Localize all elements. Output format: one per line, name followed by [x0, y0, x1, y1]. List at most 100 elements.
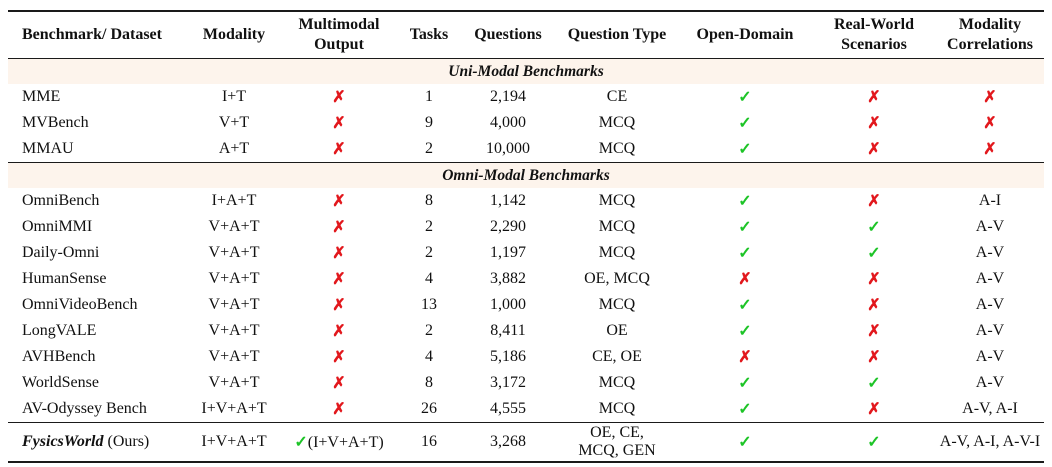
cell-question-type: OE: [606, 322, 628, 339]
cell-modality-correlations: ✗: [936, 136, 1044, 163]
table-row: OmniVideoBench V+A+T ✗ 13 1,000 MCQ ✓ ✗ A-V: [8, 292, 1044, 318]
table-row: OmniBench I+A+T ✗ 8 1,142 MCQ ✓ ✗ A-I: [8, 188, 1044, 214]
table-header: Benchmark/ Dataset Modality Multimodal O…: [8, 11, 1044, 59]
cell-open-domain: ✓: [678, 422, 812, 462]
table-row: HumanSense V+A+T ✗ 4 3,882 OE, MCQ ✗ ✗ A-V: [8, 266, 1044, 292]
cell-questions: 10,000: [486, 140, 530, 157]
section-header-row: Omni-Modal Benchmarks: [8, 162, 1044, 188]
check-icon: ✓: [738, 219, 752, 236]
cross-icon: ✗: [867, 323, 881, 340]
cell-modality-correlations: A-V: [975, 322, 1005, 339]
cell-questions: 1,142: [490, 192, 526, 209]
cross-icon: ✗: [332, 141, 346, 158]
cell-tasks: 8: [425, 192, 433, 209]
cell-multimodal-output: ✗: [280, 84, 398, 110]
cross-icon: ✗: [332, 375, 346, 392]
benchmark-name-suffix: (Ours): [103, 433, 150, 450]
cell-questions: 2,290: [490, 218, 526, 235]
cross-icon: ✗: [332, 401, 346, 418]
cross-icon: ✗: [983, 141, 997, 158]
table-row: LongVALE V+A+T ✗ 2 8,411 OE ✓ ✗ A-V: [8, 318, 1044, 344]
cell-questions: 2,194: [490, 88, 526, 105]
benchmark-comparison-table-wrap: Benchmark/ Dataset Modality Multimodal O…: [8, 10, 1044, 463]
cell-questions: 8,411: [490, 322, 526, 339]
cell-real-world: ✗: [812, 292, 936, 318]
check-icon: ✓: [294, 434, 308, 451]
check-icon: ✓: [738, 323, 752, 340]
table-row: OmniMMI V+A+T ✗ 2 2,290 MCQ ✓ ✓ A-V: [8, 214, 1044, 240]
cross-icon: ✗: [332, 219, 346, 236]
cell-modality: V+A+T: [208, 218, 260, 235]
cell-real-world: ✗: [812, 110, 936, 136]
cell-open-domain: ✓: [678, 188, 812, 214]
cell-multimodal-output: ✗: [280, 344, 398, 370]
cell-multimodal-output: ✗: [280, 188, 398, 214]
cell-benchmark: AVHBench: [22, 348, 96, 365]
cell-question-type: MCQ: [598, 192, 636, 209]
cell-tasks: 1: [425, 88, 433, 105]
header-real-world-scenarios: Real-World Scenarios: [812, 11, 936, 59]
cell-open-domain: ✓: [678, 292, 812, 318]
header-tasks: Tasks: [398, 11, 460, 59]
cell-benchmark: OmniMMI: [22, 218, 93, 235]
cell-question-type: MCQ: [598, 400, 636, 417]
cell-modality: I+V+A+T: [201, 400, 267, 417]
cell-open-domain: ✓: [678, 318, 812, 344]
cell-real-world: ✓: [812, 370, 936, 396]
check-icon: ✓: [738, 297, 752, 314]
cell-multimodal-output: ✗: [280, 292, 398, 318]
cell-multimodal-output: ✗: [280, 396, 398, 423]
cell-real-world: ✗: [812, 396, 936, 423]
check-icon: ✓: [738, 193, 752, 210]
cell-real-world: ✓: [812, 214, 936, 240]
check-icon: ✓: [738, 434, 752, 451]
header-row: Benchmark/ Dataset Modality Multimodal O…: [8, 11, 1044, 59]
cell-multimodal-output: ✗: [280, 110, 398, 136]
cell-real-world: ✗: [812, 84, 936, 110]
cell-question-type: MCQ: [598, 140, 636, 157]
cell-open-domain: ✓: [678, 110, 812, 136]
cross-icon: ✗: [867, 193, 881, 210]
cell-questions: 1,000: [490, 296, 526, 313]
cell-multimodal-output: ✗: [280, 266, 398, 292]
cell-multimodal-output: ✗: [280, 240, 398, 266]
cell-open-domain: ✗: [678, 344, 812, 370]
cell-questions: 4,555: [490, 400, 526, 417]
cell-benchmark: OmniBench: [22, 192, 100, 209]
cell-real-world: ✓: [812, 422, 936, 462]
cell-modality-correlations: A-V: [975, 374, 1005, 391]
cell-modality-correlations: A-I: [978, 192, 1002, 209]
cross-icon: ✗: [738, 271, 752, 288]
check-icon: ✓: [867, 375, 881, 392]
header-multimodal-output: Multimodal Output: [280, 11, 398, 59]
cross-icon: ✗: [332, 245, 346, 262]
cell-benchmark: FysicsWorld (Ours): [8, 422, 188, 462]
cell-modality: I+A+T: [211, 192, 257, 209]
cross-icon: ✗: [867, 297, 881, 314]
cell-modality-correlations: A-V, A-I, A-V-I: [936, 422, 1044, 462]
cell-multimodal-output: ✓(I+V+A+T): [280, 422, 398, 462]
cell-question-type: OE, MCQ: [584, 270, 650, 287]
cell-questions: 3,268: [460, 422, 556, 462]
cell-questions: 5,186: [490, 348, 526, 365]
cross-icon: ✗: [867, 271, 881, 288]
cell-tasks: 4: [425, 348, 433, 365]
benchmark-comparison-table: Benchmark/ Dataset Modality Multimodal O…: [8, 10, 1044, 463]
cell-modality-correlations: ✗: [936, 84, 1044, 110]
cell-open-domain: ✗: [678, 266, 812, 292]
table-row: Daily-Omni V+A+T ✗ 2 1,197 MCQ ✓ ✓ A-V: [8, 240, 1044, 266]
cell-modality: V+A+T: [208, 348, 260, 365]
cell-tasks: 26: [421, 400, 437, 417]
cell-modality: V+A+T: [208, 270, 260, 287]
cell-question-type: MCQ: [598, 296, 636, 313]
cross-icon: ✗: [867, 349, 881, 366]
table-row: FysicsWorld (Ours) I+V+A+T ✓(I+V+A+T) 16 3,2…: [8, 422, 1044, 462]
cell-open-domain: ✓: [678, 370, 812, 396]
table-row: AVHBench V+A+T ✗ 4 5,186 CE, OE ✗ ✗ A-V: [8, 344, 1044, 370]
cell-real-world: ✗: [812, 318, 936, 344]
table-body: Uni-Modal Benchmarks MME I+T ✗ 1 2,194 CE ✓ ✗ ✗ MV…: [8, 58, 1044, 462]
cell-open-domain: ✓: [678, 136, 812, 163]
cell-benchmark: HumanSense: [22, 270, 107, 287]
cross-icon: ✗: [867, 115, 881, 132]
cell-multimodal-output: ✗: [280, 318, 398, 344]
